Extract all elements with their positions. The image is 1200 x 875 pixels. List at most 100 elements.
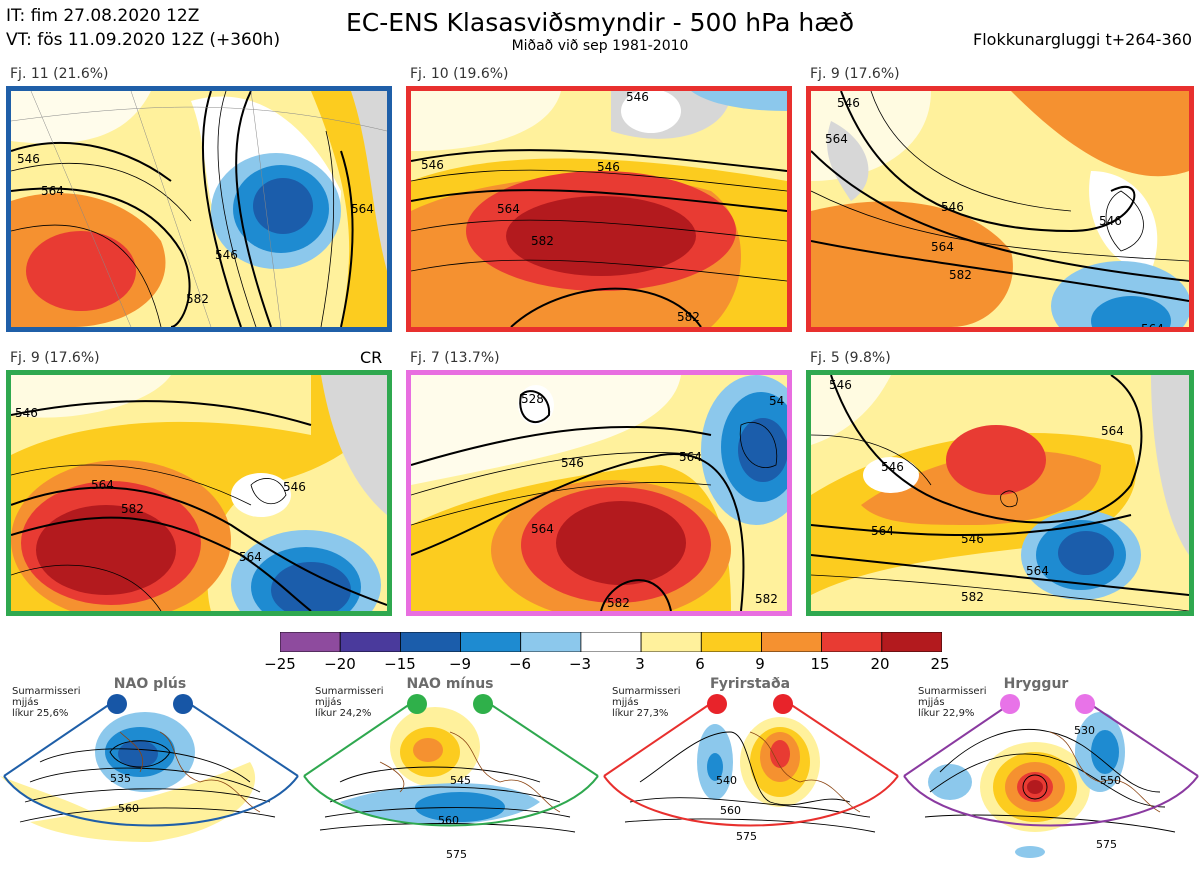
- contour-label: 546: [829, 378, 852, 392]
- contour-label: 564: [1026, 564, 1049, 578]
- contour-label: 564: [825, 132, 848, 146]
- contour-label: 564: [871, 524, 894, 538]
- contour-label: 560: [438, 814, 459, 827]
- colorbar-tick: 20: [870, 655, 890, 673]
- contour-label: 546: [626, 91, 649, 104]
- contour-label: 530: [1074, 724, 1095, 737]
- colorbar-swatch: [279, 631, 341, 653]
- panel-3-label: Fj. 9 (17.6%): [810, 66, 900, 82]
- contour-label: 546: [215, 248, 238, 262]
- colorbar-swatch: [580, 631, 642, 653]
- regime-4-note: Sumarmisseri mjjás líkur 22,9%: [918, 686, 987, 719]
- colorbar-swatch: [400, 631, 462, 653]
- contour-label: 564: [1141, 322, 1164, 327]
- contour-label: 546: [881, 460, 904, 474]
- contour-label: 535: [110, 772, 131, 785]
- colorbar-swatch: [460, 631, 522, 653]
- initial-time: IT: fim 27.08.2020 12Z: [6, 6, 200, 26]
- contour-label: 546: [283, 480, 306, 494]
- contour-label: 575: [736, 830, 757, 843]
- regime-3-title: Fyrirstaða: [709, 676, 791, 692]
- valid-time: VT: fös 11.09.2020 12Z (+360h): [6, 30, 281, 50]
- contour-label: 564: [351, 202, 374, 216]
- contour-label: 546: [17, 152, 40, 166]
- colorbar-swatch: [881, 631, 943, 653]
- regime-1-dot: [173, 694, 193, 714]
- regime-1-note: Sumarmisseri mjjás líkur 25,6%: [12, 686, 81, 719]
- panel-5-map: 528 546 564 564 582 582 54: [406, 370, 792, 616]
- contour-label: 582: [755, 592, 778, 606]
- contour-label: 546: [941, 200, 964, 214]
- colorbar-tick: 15: [810, 655, 830, 673]
- contour-label: 582: [949, 268, 972, 282]
- colorbar-swatch: [339, 631, 401, 653]
- regime-4-dot: [1000, 694, 1020, 714]
- contour-label: 540: [716, 774, 737, 787]
- colorbar-swatch: [640, 631, 702, 653]
- contour-label: 560: [118, 802, 139, 815]
- panel-4-label: Fj. 9 (17.6%): [10, 350, 100, 366]
- regime-3-dot: [707, 694, 727, 714]
- contour-label: 550: [1100, 774, 1121, 787]
- panel-6-map: 546 546 564 546 564 582 564: [806, 370, 1194, 616]
- regime-2-dot: [407, 694, 427, 714]
- regime-2-title: NAO mínus: [406, 676, 494, 692]
- colorbar-tick: 25: [930, 655, 950, 673]
- colorbar-swatch: [821, 631, 883, 653]
- colorbar: [279, 631, 943, 653]
- contour-label: 564: [1101, 424, 1124, 438]
- colorbar-swatch: [700, 631, 762, 653]
- contour-label: 546: [15, 406, 38, 420]
- page-subtitle: Miðað við sep 1981-2010: [511, 38, 689, 54]
- regime-2-map: 545 560 575: [300, 692, 600, 871]
- panel-6-label: Fj. 5 (9.8%): [810, 350, 891, 366]
- colorbar-swatch: [761, 631, 823, 653]
- contour-label: 54: [769, 394, 784, 408]
- regime-2-note: Sumarmisseri mjjás líkur 24,2%: [315, 686, 384, 719]
- contour-label: 546: [961, 532, 984, 546]
- panel-3-map: 564 546 564 582 546 546 564: [806, 86, 1194, 332]
- colorbar-ticks: −25 −20 −15 −9 −6 −3 3 6 9 15 20 25: [264, 655, 949, 675]
- regime-4-title: Hryggur: [1003, 676, 1069, 692]
- colorbar-tick: −9: [448, 655, 472, 673]
- contour-label: 575: [446, 848, 467, 861]
- colorbar-tick: −3: [568, 655, 592, 673]
- regime-1-dot: [107, 694, 127, 714]
- colorbar-tick: −6: [508, 655, 532, 673]
- colorbar-swatch: [520, 631, 582, 653]
- colorbar-swatches: [279, 631, 943, 653]
- contour-label: 546: [837, 96, 860, 110]
- contour-label: 546: [421, 158, 444, 172]
- colorbar-tick: −20: [324, 655, 356, 673]
- regime-4-dot: [1075, 694, 1095, 714]
- panel-4-cr-tag: CR: [360, 348, 383, 367]
- contour-label: 564: [239, 550, 262, 564]
- contour-label: 582: [961, 590, 984, 604]
- contour-label: 564: [531, 522, 554, 536]
- contour-label: 582: [607, 596, 630, 610]
- contour-label: 528: [521, 392, 544, 406]
- header-info: IT: fim 27.08.2020 12Z VT: fös 11.09.202…: [6, 4, 280, 52]
- classification-window: Flokkunargluggi t+264-360: [973, 30, 1192, 49]
- contour-label: 546: [597, 160, 620, 174]
- contour-label: 546: [1099, 214, 1122, 228]
- contour-label: 564: [497, 202, 520, 216]
- regime-4-map: 530 550 575: [900, 692, 1200, 871]
- contour-label: 564: [41, 184, 64, 198]
- colorbar-tick: −25: [264, 655, 296, 673]
- colorbar-tick: 3: [635, 655, 645, 673]
- contour-label: 546: [561, 456, 584, 470]
- panel-2-map: 546 546 564 582 582 546: [406, 86, 792, 332]
- contour-label: 582: [186, 292, 209, 306]
- regime-3-dot: [773, 694, 793, 714]
- colorbar-tick: 6: [695, 655, 705, 673]
- regime-2-dot: [473, 694, 493, 714]
- page-title: EC-ENS Klasasviðsmyndir - 500 hPa hæð: [345, 8, 855, 37]
- contour-label: 545: [450, 774, 471, 787]
- panel-1-map: 546 564 582 546 564: [6, 86, 392, 332]
- contour-label: 575: [1096, 838, 1117, 851]
- regime-3-note: Sumarmisseri mjjás líkur 27,3%: [612, 686, 681, 719]
- panel-2-label: Fj. 10 (19.6%): [410, 66, 509, 82]
- regime-1-title: NAO plús: [113, 676, 187, 692]
- colorbar-tick: 9: [755, 655, 765, 673]
